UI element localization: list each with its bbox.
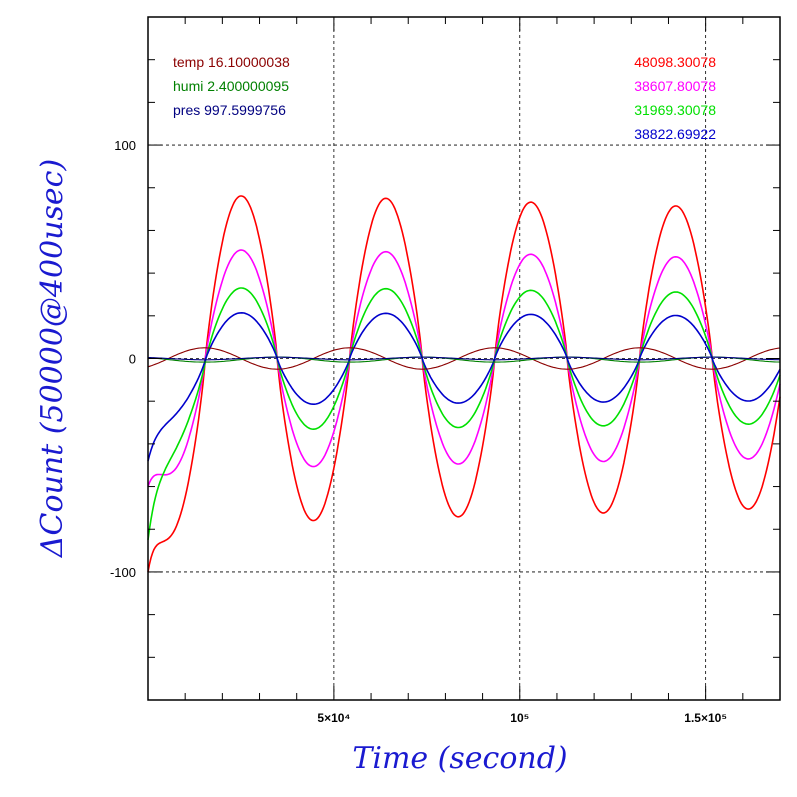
y-tick-label: 0 <box>129 352 136 367</box>
x-axis-title: Time (second) <box>352 741 567 776</box>
legend-pres: pres 997.5999756 <box>173 102 286 118</box>
legend-humi: humi 2.400000095 <box>173 78 289 94</box>
legend-series-2: 38607.80078 <box>634 78 716 94</box>
y-tick-label: 100 <box>114 138 136 153</box>
series-line-1 <box>147 195 781 573</box>
temp-line <box>147 347 781 370</box>
y-axis-title: ΔCount (50000@400usec) <box>35 159 70 558</box>
y-tick-label: -100 <box>110 565 136 580</box>
legend: temp 16.10000038 humi 2.400000095 pres 997… <box>173 54 716 142</box>
x-tick-label: 5×10⁴ <box>317 711 350 725</box>
series-line-3 <box>147 287 781 541</box>
legend-temp: temp 16.10000038 <box>173 54 290 70</box>
legend-series-1: 48098.30078 <box>634 54 716 70</box>
legend-series-4: 38822.69922 <box>634 126 716 142</box>
tick-labels: 100 0 -100 5×10⁴ 10⁵ 1.5×10⁵ <box>110 138 727 725</box>
axis-ticks <box>148 16 781 701</box>
legend-series-3: 31969.30078 <box>634 102 716 118</box>
series-line-4 <box>147 311 781 462</box>
pres-line <box>147 356 781 361</box>
series-lines <box>147 195 781 573</box>
x-tick-label: 10⁵ <box>510 711 529 725</box>
x-tick-label: 1.5×10⁵ <box>684 711 727 725</box>
series-line-2 <box>147 249 781 487</box>
